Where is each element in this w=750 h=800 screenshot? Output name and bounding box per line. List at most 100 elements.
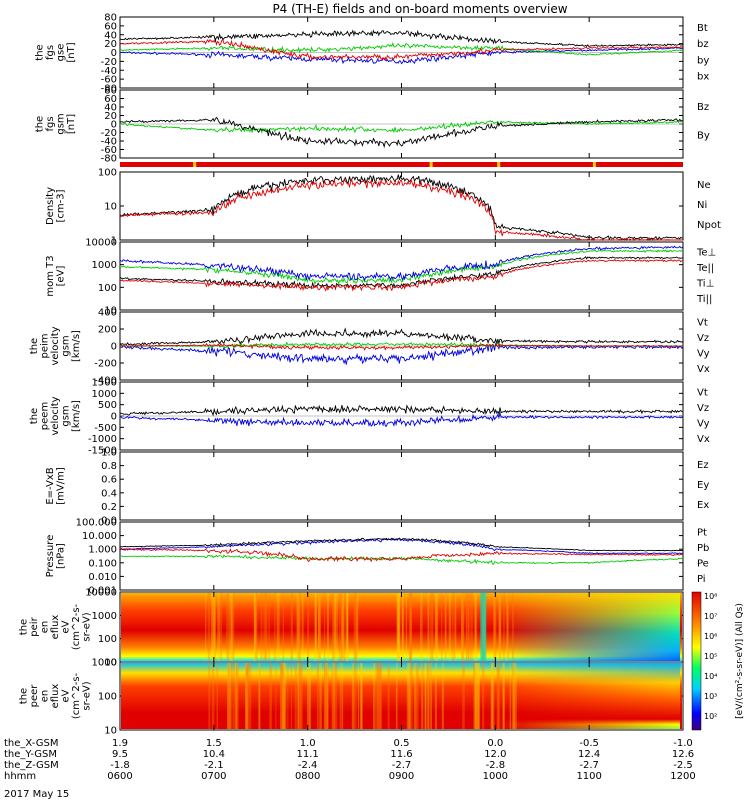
legend-entry: Bz — [697, 102, 709, 113]
x-tick-label: -2.7 — [579, 760, 599, 771]
spectrogram-streak — [281, 663, 283, 729]
spectrogram-streak — [347, 593, 349, 661]
y-axis-label: velocity — [50, 326, 61, 365]
legend-entry: Vt — [697, 318, 708, 329]
x-tick-label: 0.5 — [394, 738, 410, 749]
y-axis-label: [cm-3] — [55, 189, 66, 222]
spectrogram-streak — [493, 593, 497, 661]
spectrogram-streak — [490, 663, 494, 729]
spectrogram-streak — [493, 593, 496, 661]
spectrogram-streak — [297, 593, 300, 661]
spectrogram-streak — [338, 593, 341, 661]
spectrogram-streak — [296, 593, 300, 661]
y-tick-label: -400 — [94, 376, 117, 387]
spectrogram-streak — [317, 593, 321, 661]
legend-entry: Ti⊥ — [696, 279, 714, 290]
spectrogram-streak — [253, 593, 256, 661]
spectrogram-streak — [509, 663, 512, 729]
spectrogram-streak — [314, 593, 317, 661]
legend-entry: Npot — [697, 220, 721, 231]
x-row-label: the_X-GSM — [4, 738, 58, 749]
spectrogram-streak — [217, 593, 221, 661]
spectrogram-streak — [227, 663, 230, 729]
spectrogram-streak — [409, 593, 412, 661]
y-tick-label: -1000 — [88, 434, 117, 445]
y-axis-label: the — [34, 44, 45, 60]
legend-entry: Ti|| — [696, 294, 712, 305]
mode-bar-marker — [497, 162, 501, 167]
y-axis-label: the — [34, 116, 45, 132]
spectrogram-streak — [430, 663, 432, 729]
series-line-Bz — [119, 116, 684, 149]
spectrogram-streak — [351, 663, 355, 729]
y-tick-label: -40 — [101, 137, 117, 148]
spectrogram-streak — [345, 593, 349, 661]
y-tick-label: 10.000 — [82, 531, 117, 542]
spectrogram-streak — [230, 663, 233, 729]
spectrogram-streak — [258, 663, 261, 729]
series-line-Vt — [119, 327, 684, 346]
spectrogram-streak — [342, 593, 346, 661]
y-tick-label: -40 — [101, 66, 117, 77]
y-tick-label: 10000 — [85, 588, 117, 599]
series-line-Pi — [119, 537, 684, 555]
spectrogram-streak — [512, 593, 514, 661]
spectrogram-streak — [326, 663, 329, 729]
x-tick-label: 0600 — [107, 771, 132, 782]
y-tick-label: 0.6 — [101, 475, 117, 486]
y-tick-label: 100.000 — [76, 518, 117, 529]
x-tick-label: 11.1 — [297, 749, 319, 760]
y-tick-label: 0.2 — [101, 502, 117, 513]
spectrogram-streak — [445, 593, 447, 661]
y-tick-label: 0.100 — [88, 558, 117, 569]
plot-title: P4 (TH-E) fields and on-board moments ov… — [272, 2, 567, 16]
x-tick-label: -2.8 — [486, 760, 506, 771]
y-axis-label: peir — [29, 616, 40, 636]
spectrogram-streak — [360, 663, 363, 729]
spectrogram-streak — [290, 663, 293, 729]
series-line-Bt — [119, 29, 684, 48]
legend-entry: Ni — [697, 200, 707, 211]
spectrogram-streak — [318, 593, 321, 661]
y-tick-label: -500 — [94, 423, 117, 434]
spectrogram-streak — [430, 663, 432, 729]
spectrogram-streak — [323, 663, 326, 729]
colorbar-tick: 10⁷ — [704, 612, 717, 621]
spectrogram-streak — [299, 663, 302, 729]
spectrogram-streak — [332, 663, 336, 729]
spectrogram-streak — [229, 663, 231, 729]
spectrogram-streak — [377, 663, 380, 729]
legend-entry: bz — [697, 39, 709, 50]
y-axis-label: [nPa] — [55, 543, 66, 569]
spectrogram-streak — [220, 593, 222, 661]
spectrogram-streak — [341, 663, 344, 729]
legend-entry: Vz — [697, 333, 709, 344]
y-tick-label: 80 — [104, 86, 117, 97]
y-tick-label: 10 — [104, 306, 117, 317]
series-line-bx — [119, 46, 684, 65]
y-tick-label: 0.4 — [101, 488, 117, 499]
spectrogram-streak — [435, 593, 439, 661]
spectrogram-streak — [387, 663, 390, 729]
spectrogram-streak — [284, 663, 287, 729]
x-tick-label: 0700 — [201, 771, 226, 782]
y-tick-label: 0 — [111, 412, 117, 423]
spectrogram-streak — [280, 663, 283, 729]
spectrogram-streak — [307, 593, 310, 661]
spectrogram-streak — [236, 663, 239, 729]
spectrogram-streak — [245, 663, 249, 729]
spectrogram-streak — [415, 663, 419, 729]
spectrogram-streak — [319, 663, 322, 729]
spectrogram-streak — [408, 593, 412, 661]
spectrogram-streak — [334, 593, 338, 661]
x-tick-label: 11.6 — [390, 749, 412, 760]
spectrogram-streak — [473, 663, 475, 729]
spectrogram-streak — [424, 663, 426, 729]
spectrogram-streak — [435, 593, 437, 661]
y-axis-label: peem — [40, 402, 51, 430]
y-tick-label: 1500 — [92, 378, 117, 389]
y-axis-label: en — [40, 621, 51, 634]
spectrogram-streak — [420, 593, 423, 661]
spectrogram-streak — [507, 593, 509, 661]
